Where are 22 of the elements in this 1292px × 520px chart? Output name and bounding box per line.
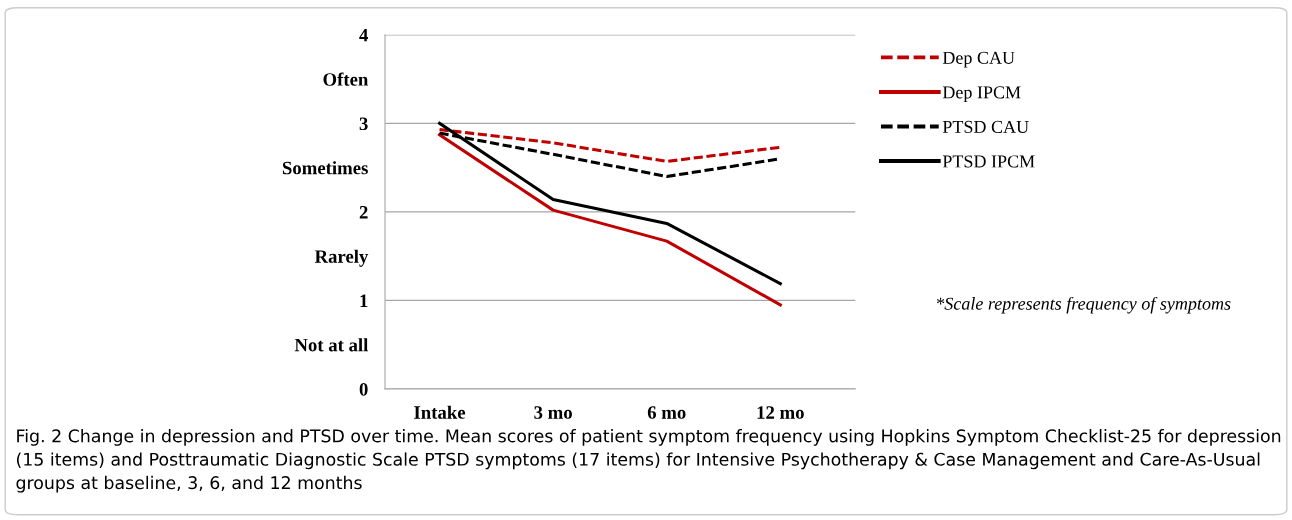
x-tick-label: 3 mo xyxy=(534,406,572,419)
x-tick-label: 6 mo xyxy=(647,406,686,419)
x-tick-label: Intake xyxy=(414,405,466,419)
y-tick-label: 1 xyxy=(360,294,368,307)
x-tick-label: 12 mo xyxy=(757,406,804,419)
y-tick-label: 4 xyxy=(359,29,368,42)
y-tick-label: Often xyxy=(323,72,369,86)
text: *Scale represents frequency of symptoms xyxy=(936,296,1231,314)
line-series xyxy=(438,128,782,163)
y-tick-label: 3 xyxy=(359,117,368,131)
legend-label: Dep IPCM xyxy=(942,86,1021,103)
y-tick-label: 2 xyxy=(359,205,368,219)
legend-label: PTSD CAU xyxy=(942,120,1029,133)
y-tick-label: Rarely xyxy=(314,249,369,267)
y-tick-label: Not at all xyxy=(294,338,369,352)
line-series xyxy=(438,121,782,286)
caption: Fig. 2 Change in depression and PTSD over time. Mean scores of patient symptom frequency using Hopkins Symptom Checklist-25 for depression (15 items) and Posttraumatic Diagnostic Scale PTSD symptoms (17 items) for Intensive Psychotherapy & Case Management and Care-As-Usual groups at baseline, 3, 6, and 12 months xyxy=(16,429,1281,493)
y-tick-label: 0 xyxy=(359,383,368,396)
legend-label: Dep CAU xyxy=(942,51,1015,68)
line-series xyxy=(438,133,782,307)
legend-label: PTSD IPCM xyxy=(942,155,1035,168)
y-tick-label: Sometimes xyxy=(282,161,368,175)
